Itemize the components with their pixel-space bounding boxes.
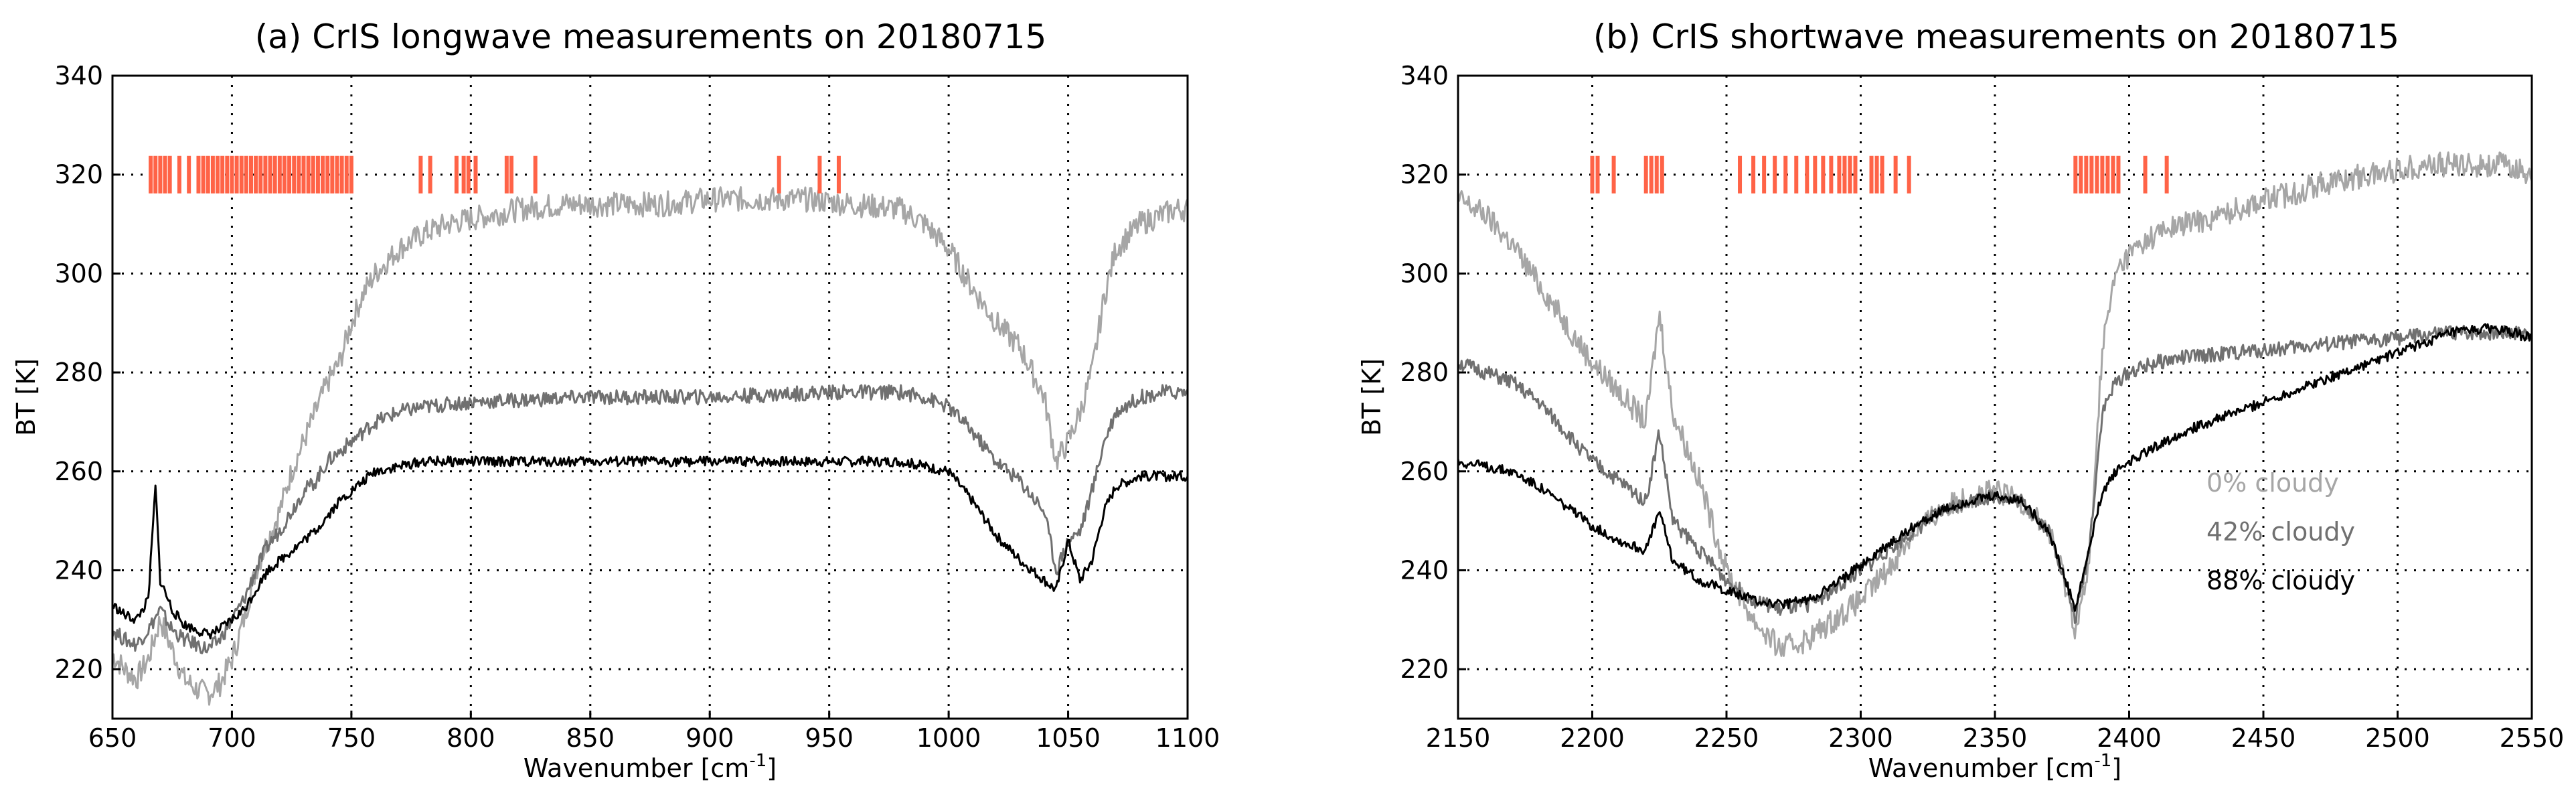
- x-tick-label: 2200: [1560, 723, 1625, 753]
- panel-a-x-ticks: 650 700 750 800 850 900 950 1000 1050 1100: [88, 711, 1220, 753]
- panel-b-x-ticks: 2150 2200 2250 2300 2350 2400 2450 2500 2550: [1426, 711, 2565, 753]
- x-tick-label: 700: [208, 723, 256, 753]
- series-line-0-cloudy: [112, 186, 1189, 706]
- panel-b-channel-markers: [1590, 155, 2169, 194]
- x-tick-label: 900: [686, 723, 734, 753]
- y-tick-label: 320: [1400, 160, 1449, 190]
- x-tick-label: 800: [447, 723, 495, 753]
- x-tick-label: 2400: [2097, 723, 2162, 753]
- panel-a-xlabel: Wavenumber [cm-1]: [524, 751, 777, 783]
- legend: 0% cloudy 42% cloudy 88% cloudy: [2206, 468, 2355, 595]
- y-tick-label: 300: [1400, 259, 1449, 288]
- x-tick-label: 1100: [1155, 723, 1220, 753]
- panel-b-xlabel: Wavenumber [cm-1]: [1868, 751, 2121, 783]
- x-tick-label: 2150: [1426, 723, 1491, 753]
- x-tick-label: 850: [566, 723, 615, 753]
- legend-entry-mid: 42% cloudy: [2206, 517, 2355, 547]
- panel-b-series: [1457, 151, 2533, 657]
- x-tick-label: 2550: [2500, 723, 2565, 753]
- legend-entry-cloudy: 88% cloudy: [2206, 566, 2355, 595]
- x-tick-label: 2450: [2231, 723, 2296, 753]
- series-line-0-cloudy: [1457, 151, 2533, 657]
- panel-a-ylabel: BT [K]: [11, 358, 41, 436]
- y-tick-label: 240: [1400, 555, 1449, 585]
- panel-b-y-ticks: 220 240 260 280 300 320 340: [1400, 61, 1466, 684]
- panel-a-frame: [111, 74, 1189, 720]
- series-line-42-cloudy: [1457, 324, 2532, 624]
- y-tick-label: 260: [1400, 457, 1449, 486]
- y-tick-label: 220: [1400, 654, 1449, 684]
- series-line-88-cloudy: [1457, 323, 2532, 612]
- panel-a-channel-markers: [149, 155, 841, 194]
- x-tick-label: 1000: [916, 723, 981, 753]
- panel-b-ylabel: BT [K]: [1357, 358, 1386, 436]
- series-line-88-cloudy: [111, 455, 1189, 640]
- panel-b-frame: [1457, 74, 2533, 720]
- y-tick-label: 240: [54, 555, 103, 585]
- panel-longwave: (a) CrIS longwave measurements on 201807…: [11, 17, 1220, 783]
- series-line-42-cloudy: [111, 384, 1189, 654]
- y-tick-label: 320: [54, 160, 103, 190]
- x-tick-label: 650: [88, 723, 137, 753]
- x-tick-label: 2250: [1694, 723, 1759, 753]
- x-tick-label: 1050: [1036, 723, 1101, 753]
- panel-a-y-ticks: 220 240 260 280 300 320 340: [54, 61, 120, 684]
- x-tick-label: 750: [327, 723, 376, 753]
- x-tick-label: 2500: [2365, 723, 2430, 753]
- y-tick-label: 300: [54, 259, 103, 288]
- panel-b-title: (b) CrIS shortwave measurements on 20180…: [1593, 17, 2399, 56]
- y-tick-label: 280: [1400, 358, 1449, 387]
- panel-shortwave: (b) CrIS shortwave measurements on 20180…: [1357, 17, 2564, 783]
- x-tick-label: 2300: [1828, 723, 1893, 753]
- x-tick-label: 950: [805, 723, 854, 753]
- y-tick-label: 340: [1400, 61, 1449, 90]
- y-tick-label: 340: [54, 61, 103, 90]
- y-tick-label: 280: [54, 358, 103, 387]
- y-tick-label: 220: [54, 654, 103, 684]
- y-tick-label: 260: [54, 457, 103, 486]
- legend-entry-clear: 0% cloudy: [2206, 468, 2339, 498]
- x-tick-label: 2350: [1963, 723, 2028, 753]
- panel-a-title: (a) CrIS longwave measurements on 201807…: [255, 17, 1047, 56]
- panel-b-grid: [1458, 76, 2532, 719]
- panel-a-series: [111, 186, 1189, 706]
